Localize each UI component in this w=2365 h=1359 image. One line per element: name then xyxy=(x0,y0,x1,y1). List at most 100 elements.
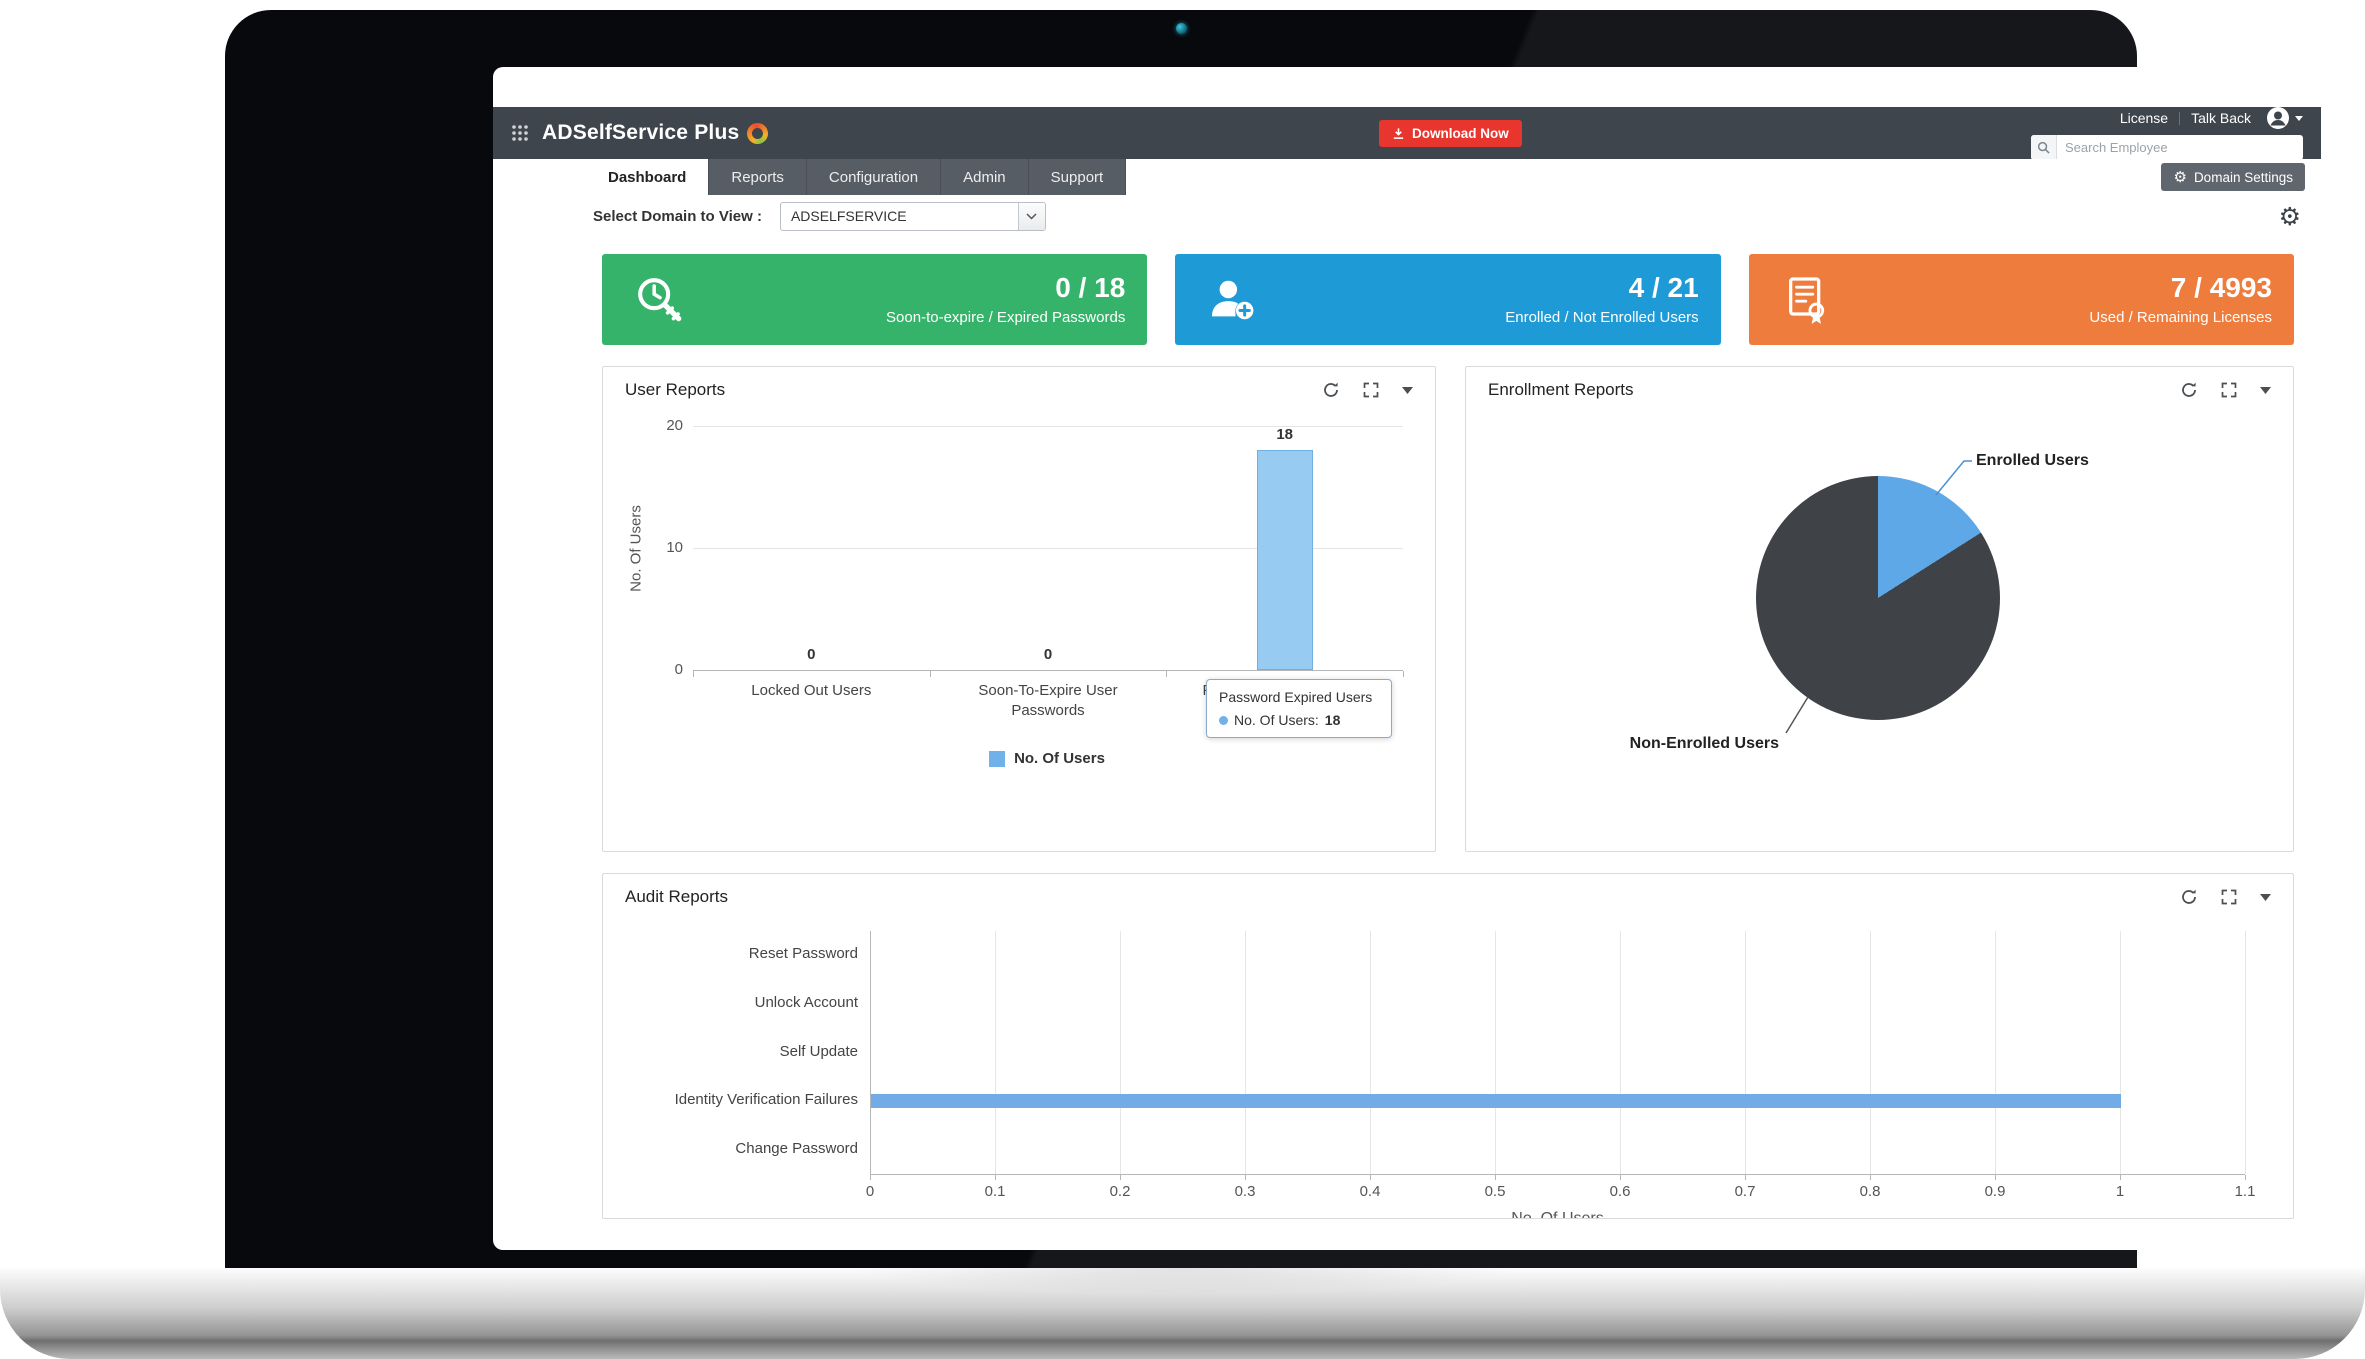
laptop-frame: ADSelfService Plus Download Now License … xyxy=(225,10,2321,1270)
user-reports-panel: User Reports No. Of Users xyxy=(602,366,1436,852)
stat-value: 7 / 4993 xyxy=(2170,271,2272,303)
download-now-button[interactable]: Download Now xyxy=(1379,120,1522,147)
x-tick-label: 1 xyxy=(2115,1183,2125,1200)
audit-reports-chart: No. Of Users 0 0.1 0.2 0.3 0.4 0.5 0.6 0.7 0.8 0.… xyxy=(603,874,2293,1218)
logo-swirl-icon xyxy=(747,122,769,144)
x-tick-label: 0 xyxy=(865,1183,875,1200)
panel-title: Audit Reports xyxy=(625,887,728,906)
search-box[interactable] xyxy=(2031,135,2303,160)
user-reports-chart: No. Of Users No. Of Users Password Expir… xyxy=(603,367,1435,851)
stat-card-password-expiry[interactable]: 0 / 18 Soon-to-expire / Expired Password… xyxy=(602,254,1148,345)
x-axis xyxy=(870,1174,2245,1175)
refresh-icon[interactable] xyxy=(2180,888,2198,906)
app-launcher-grid-icon[interactable] xyxy=(511,124,529,142)
domain-select-value: ADSELFSERVICE xyxy=(790,208,907,224)
chart-tooltip: Password Expired Users No. Of Users: 18 xyxy=(1206,679,1392,738)
tab-support[interactable]: Support xyxy=(1028,159,1127,195)
x-tick-label: 0.5 xyxy=(1484,1183,1506,1200)
legend-swatch xyxy=(989,750,1006,767)
header-links: License Talk Back xyxy=(2120,106,2303,130)
bar-value-label: 0 xyxy=(1043,646,1053,663)
stat-label: Used / Remaining Licenses xyxy=(2089,309,2272,327)
refresh-icon[interactable] xyxy=(2180,381,2198,399)
expand-icon[interactable] xyxy=(2220,381,2238,399)
y-axis-title: No. Of Users xyxy=(627,505,645,592)
gridline xyxy=(693,426,1403,427)
gridline xyxy=(1370,931,1371,1174)
chart-legend[interactable]: No. Of Users xyxy=(693,750,1401,767)
header-right: License Talk Back xyxy=(2031,106,2303,160)
panel-menu-caret-icon[interactable] xyxy=(1402,386,1413,394)
license-link[interactable]: License xyxy=(2119,110,2169,126)
y-category-label: Self Update xyxy=(779,1042,858,1060)
axis-tick xyxy=(870,1175,871,1180)
stat-value: 4 / 21 xyxy=(1628,271,1699,303)
expand-icon[interactable] xyxy=(2220,888,2238,906)
search-input[interactable] xyxy=(2057,140,2303,155)
divider xyxy=(2179,111,2181,125)
tab-dashboard[interactable]: Dashboard xyxy=(586,159,710,195)
x-tick-label: 0.6 xyxy=(1609,1183,1631,1200)
gear-icon: ⚙ xyxy=(2173,167,2187,186)
axis-tick xyxy=(1745,1175,1746,1180)
download-icon xyxy=(1392,127,1405,140)
x-tick-label: 0.1 xyxy=(984,1183,1006,1200)
bar[interactable] xyxy=(871,1094,2121,1109)
bar-value-label: 18 xyxy=(1276,426,1293,444)
gridline xyxy=(1245,931,1246,1174)
x-tick-label: 0.9 xyxy=(1984,1183,2006,1200)
bar[interactable] xyxy=(1256,450,1313,670)
gridline xyxy=(1870,931,1871,1174)
tab-configuration[interactable]: Configuration xyxy=(806,159,942,195)
stat-card-enrollment[interactable]: 4 / 21 Enrolled / Not Enrolled Users xyxy=(1175,254,1721,345)
x-axis-title: No. Of Users xyxy=(1511,1210,1604,1219)
talk-back-link[interactable]: Talk Back xyxy=(2191,110,2251,126)
stat-label: Enrolled / Not Enrolled Users xyxy=(1505,309,1699,327)
axis-tick xyxy=(1370,1175,1371,1180)
key-clock-icon xyxy=(632,272,688,328)
dashboard-settings-gear-icon[interactable]: ⚙ xyxy=(2278,201,2301,231)
gridline xyxy=(1120,931,1121,1174)
panel-menu-caret-icon[interactable] xyxy=(2260,893,2271,901)
domain-select-label: Select Domain to View : xyxy=(593,207,762,225)
tab-reports[interactable]: Reports xyxy=(709,159,807,195)
tooltip-row: No. Of Users: 18 xyxy=(1219,712,1379,728)
axis-tick xyxy=(1166,671,1168,677)
user-menu[interactable] xyxy=(2266,106,2303,130)
expand-icon[interactable] xyxy=(1362,381,1380,399)
panel-icons xyxy=(2180,888,2271,906)
stat-card-text: 0 / 18 Soon-to-expire / Expired Password… xyxy=(886,272,1125,327)
add-user-icon xyxy=(1205,272,1261,328)
app-logo-text: ADSelfService Plus xyxy=(542,121,740,144)
pie-chart[interactable] xyxy=(1756,476,2000,720)
stat-card-licenses[interactable]: 7 / 4993 Used / Remaining Licenses xyxy=(1748,254,2294,345)
domain-select[interactable]: ADSELFSERVICE xyxy=(779,201,1046,231)
axis-tick xyxy=(995,1175,996,1180)
webcam-dot xyxy=(1176,23,1187,34)
y-category-label: Change Password xyxy=(735,1139,858,1157)
tab-admin[interactable]: Admin xyxy=(941,159,1029,195)
x-tick-label: 0.3 xyxy=(1234,1183,1256,1200)
panel-menu-caret-icon[interactable] xyxy=(2260,386,2271,394)
axis-tick xyxy=(1120,1175,1121,1180)
panel-title: Enrollment Reports xyxy=(1488,380,1634,399)
panel-header: Enrollment Reports xyxy=(1466,367,2293,413)
app-header: ADSelfService Plus Download Now License … xyxy=(493,106,2321,160)
axis-tick xyxy=(1620,1175,1621,1180)
y-tick-label: 0 xyxy=(674,661,683,678)
refresh-icon[interactable] xyxy=(1322,381,1340,399)
axis-tick xyxy=(1245,1175,1246,1180)
panel-header: Audit Reports xyxy=(603,874,2293,920)
x-category-label: Locked Out Users xyxy=(751,682,872,699)
axis-tick xyxy=(2245,1175,2246,1180)
gridline xyxy=(2120,931,2121,1174)
domain-settings-button[interactable]: ⚙ Domain Settings xyxy=(2161,163,2305,191)
pie-callout-lines xyxy=(1785,460,1972,734)
tooltip-value: 18 xyxy=(1324,712,1341,728)
tab-bar: Dashboard Reports Configuration Admin Su… xyxy=(493,159,2321,195)
tooltip-title: Password Expired Users xyxy=(1219,689,1373,705)
x-tick-label: 0.8 xyxy=(1859,1183,1881,1200)
gridline xyxy=(995,931,996,1174)
stat-cards-row: 0 / 18 Soon-to-expire / Expired Password… xyxy=(602,254,2294,345)
